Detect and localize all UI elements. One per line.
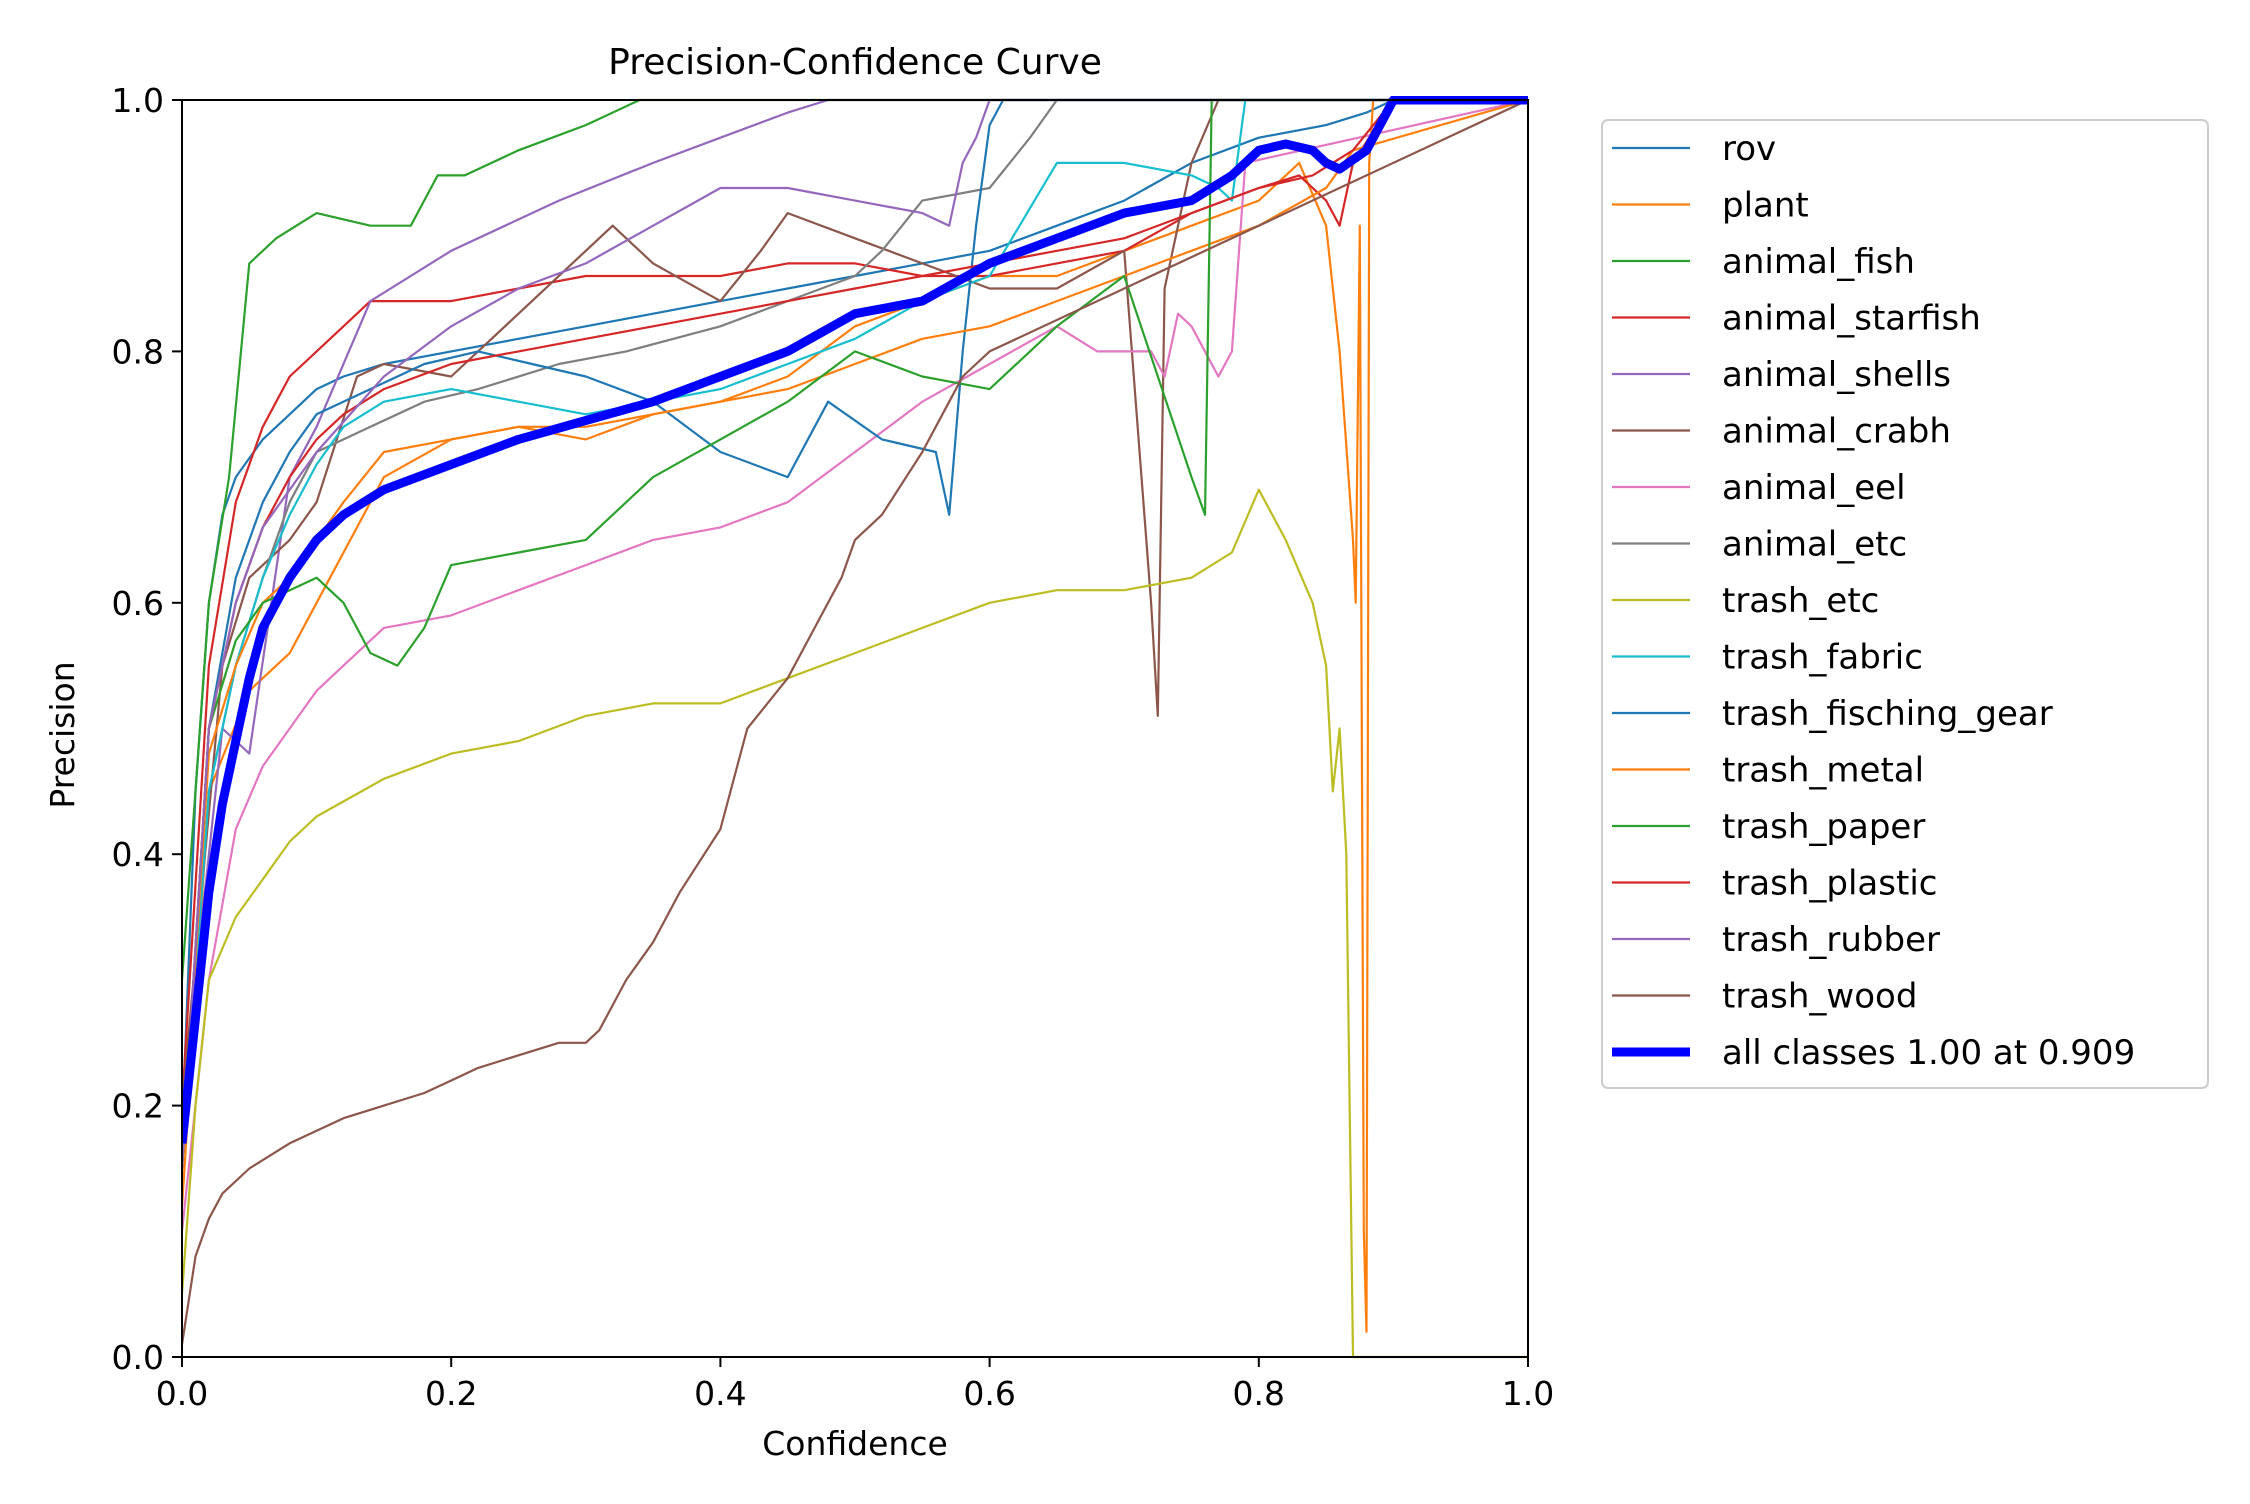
series-line-animal-starfish <box>182 98 1528 1106</box>
legend-label: trash_wood <box>1722 977 1917 1017</box>
legend-label: animal_etc <box>1722 525 1907 565</box>
legend-label: trash_fabric <box>1722 638 1923 678</box>
y-tick-label: 0.8 <box>112 332 164 371</box>
series-line-animal-crabh <box>182 98 1528 1106</box>
series-line-all-classes-1-00-at-0-909 <box>182 96 1528 1144</box>
legend-label: trash_metal <box>1722 751 1924 791</box>
legend-label: rov <box>1722 129 1776 169</box>
series-line-animal-eel <box>182 98 1528 1232</box>
y-tick-label: 1.0 <box>112 81 164 120</box>
series-line-trash-fabric <box>182 98 1528 1169</box>
legend-label: all classes 1.00 at 0.909 <box>1722 1033 2135 1073</box>
y-tick-label: 0.6 <box>112 584 164 623</box>
series-line-rov <box>182 98 1528 1131</box>
legend-label: animal_eel <box>1722 468 1906 508</box>
series-line-plant <box>182 98 1528 1334</box>
legend-label: trash_etc <box>1722 581 1879 621</box>
series-line-animal-etc <box>182 98 1528 1169</box>
y-tick-label: 0.0 <box>112 1338 164 1377</box>
legend-label: animal_shells <box>1722 355 1951 395</box>
legend-label: animal_starfish <box>1722 299 1981 339</box>
series-line-trash-plastic <box>182 98 1528 1169</box>
plot-frame <box>181 99 1529 1358</box>
chart-title: Precision-Confidence Curve <box>608 42 1102 83</box>
x-tick-label: 0.4 <box>694 1374 746 1413</box>
series-line-animal-shells <box>182 98 1528 1106</box>
y-axis-ticks: 0.0 0.2 0.4 0.6 0.8 1.0 <box>112 81 182 1377</box>
x-tick-label: 0.6 <box>963 1374 1015 1413</box>
series-line-trash-etc <box>182 488 1528 1359</box>
series-line-trash-paper <box>182 98 1528 1169</box>
x-tick-label: 1.0 <box>1502 1374 1554 1413</box>
legend: rov plant animal_fish animal_starfishanimal… <box>1601 119 2209 1089</box>
y-tick-label: 0.2 <box>112 1087 164 1126</box>
legend-label: animal_fish <box>1722 242 1915 282</box>
legend-label: animal_crabh <box>1722 412 1951 452</box>
series-lines <box>182 96 1528 1359</box>
x-tick-label: 0.8 <box>1233 1374 1285 1413</box>
x-axis-label: Confidence <box>762 1424 948 1463</box>
x-tick-label: 0.0 <box>156 1374 208 1413</box>
legend-label: trash_rubber <box>1722 920 1940 960</box>
x-tick-label: 0.2 <box>425 1374 477 1413</box>
legend-label: trash_paper <box>1722 807 1925 847</box>
series-line-trash-rubber <box>182 98 1528 1169</box>
series-line-animal-fish <box>182 98 1528 980</box>
series-line-trash-wood <box>182 99 1528 1345</box>
x-axis-ticks: 0.0 0.2 0.4 0.6 0.8 1.0 <box>156 1357 1554 1413</box>
legend-label: plant <box>1722 186 1809 226</box>
legend-label: trash_fisching_gear <box>1722 694 2053 734</box>
y-tick-label: 0.4 <box>112 835 164 874</box>
series-line-trash-fisching-gear <box>182 98 1528 1169</box>
y-axis-label: Precision <box>43 661 82 808</box>
legend-label: trash_plastic <box>1722 864 1937 904</box>
